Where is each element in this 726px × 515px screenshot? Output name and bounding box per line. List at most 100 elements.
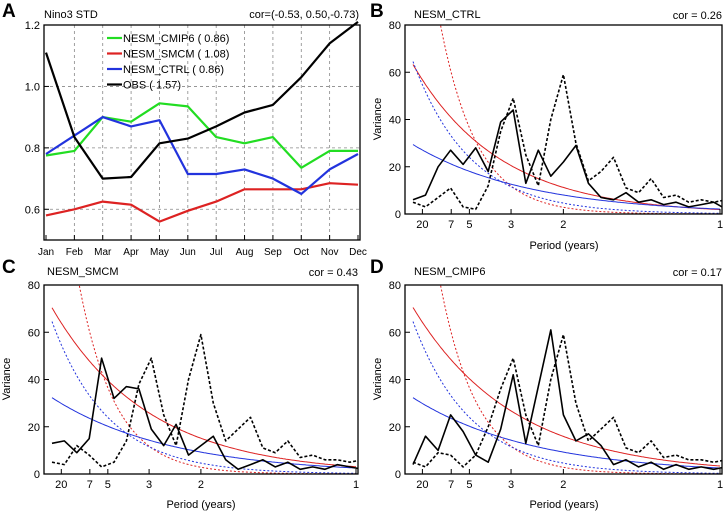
- panel-d-xtick-label: 2: [560, 479, 566, 491]
- panel-c-xtick-label: 20: [55, 479, 67, 491]
- panel-d-letter: D: [370, 257, 384, 278]
- panel-a-series-nesm-ctrl: [45, 115, 359, 195]
- panel-c-model-spectrum: [51, 357, 358, 471]
- panel-b-xtick-label: 2: [560, 219, 566, 231]
- panel-d-ytick-label: 60: [389, 327, 401, 339]
- panel-c-obs-spectrum: [51, 333, 358, 468]
- panel-d-model-spectrum: [412, 329, 722, 471]
- panel-a-legend-label: NESM_SMCM ( 1.08): [123, 49, 229, 61]
- panel-a-xtick-label: May: [150, 247, 169, 258]
- panel-b-xtick-label: 7: [448, 219, 454, 231]
- panel-a-ytick-label: 1.2: [25, 20, 40, 32]
- panel-c-ytick-label: 0: [34, 469, 40, 481]
- panel-a-series-nesm-cmip6: [45, 102, 358, 169]
- panel-d-ylabel: Variance: [372, 358, 384, 401]
- panel-c-ylabel: Variance: [1, 358, 13, 401]
- panel-a: A Nino3 STD cor=(-0.53, 0.50,-0.73) 0.6 0…: [2, 1, 367, 258]
- panel-c-xtick-label: 2: [198, 479, 204, 491]
- panel-a-ytick-label: 1.0: [25, 81, 40, 93]
- panel-c-ytick-label: 80: [28, 280, 40, 292]
- panel-b-ylabel: Variance: [372, 98, 384, 141]
- panel-a-xtick-label: Aug: [236, 247, 254, 258]
- panel-c-xlabel: Period (years): [166, 499, 235, 511]
- panel-a-legend-label: NESM_CTRL ( 0.86): [123, 64, 224, 76]
- panel-d-ytick-label: 80: [389, 280, 401, 292]
- panel-c-xtick-label: 1: [353, 479, 359, 491]
- panel-c-ytick-label: 40: [28, 375, 40, 387]
- panel-d-annotation: cor = 0.17: [673, 267, 722, 279]
- panel-a-xtick-label: Apr: [123, 247, 139, 258]
- panel-b-model-spectrum: [412, 109, 722, 208]
- panel-a-xtick-label: Oct: [293, 247, 309, 258]
- panel-d-xtick-label: 5: [466, 479, 472, 491]
- panel-a-xtick-label: Nov: [321, 247, 339, 258]
- panel-c-annotation: cor = 0.43: [309, 267, 358, 279]
- panel-b-xtick-label: 3: [508, 219, 514, 231]
- panel-a-ytick-label: 0.8: [25, 143, 40, 155]
- panel-a-xtick-label: Jan: [38, 247, 54, 258]
- panel-d-ytick-label: 0: [395, 469, 401, 481]
- panel-b-title: NESM_CTRL: [414, 9, 481, 21]
- panel-a-ytick-label: 0.6: [25, 204, 40, 216]
- panel-b-ytick-label: 0: [395, 209, 401, 221]
- panel-c-xtick-label: 7: [87, 479, 93, 491]
- panel-a-xtick-label: Dec: [349, 247, 367, 258]
- panel-a-series-obs: [44, 21, 359, 180]
- panel-c-ytick-label: 20: [28, 422, 40, 434]
- panel-b-blue-fit-obs: [412, 61, 720, 214]
- panel-b-ytick-label: 80: [389, 20, 401, 32]
- panel-d-xtick-label: 1: [717, 479, 723, 491]
- panel-a-legend-label: NESM_CMIP6 ( 0.86): [123, 33, 229, 45]
- panel-b-blue-fit-model: [412, 144, 721, 210]
- panel-c-letter: C: [2, 257, 16, 278]
- panel-d-xtick-label: 7: [448, 479, 454, 491]
- panel-a-xtick-label: Feb: [66, 247, 84, 258]
- panel-a-legend: NESM_CMIP6 ( 0.86) NESM_SMCM ( 1.08) NESM_…: [107, 33, 229, 92]
- panel-a-xtick-label: Jun: [180, 247, 196, 258]
- panel-b-ytick-label: 40: [389, 115, 401, 127]
- panel-c-ytick-label: 60: [28, 327, 40, 339]
- panel-d-blue-fit-obs: [412, 321, 720, 474]
- panel-d-title: NESM_CMIP6: [414, 266, 486, 278]
- panel-a-xtick-label: Mar: [94, 247, 112, 258]
- panel-b-ytick-label: 20: [389, 162, 401, 174]
- panel-c-blue-fit-obs: [51, 321, 356, 474]
- panel-a-legend-label: OBS ( 1.57): [123, 80, 181, 92]
- panel-d-red-noise-obs: [439, 285, 720, 474]
- panel-a-xtick-label: Jul: [210, 247, 223, 258]
- panel-b-xtick-label: 1: [717, 219, 723, 231]
- panel-b-xlabel: Period (years): [529, 240, 598, 252]
- panel-d-frame: [404, 284, 723, 475]
- panel-d-xtick-label: 3: [508, 479, 514, 491]
- panel-a-frame: [43, 24, 361, 241]
- panel-a-series-nesm-smcm: [45, 182, 359, 223]
- panel-d-blue-fit-model: [412, 397, 720, 469]
- panel-b-red-noise-obs: [439, 25, 720, 214]
- panel-c-blue-fit-model: [51, 397, 356, 469]
- panel-c-plot-area: [51, 285, 358, 474]
- panel-d-ytick-label: 40: [389, 375, 401, 387]
- panel-a-xtick-label: Sep: [264, 247, 282, 258]
- panel-a-letter: A: [2, 1, 16, 22]
- panel-d-xlabel: Period (years): [529, 499, 598, 511]
- panel-d-red-noise-model: [412, 307, 721, 467]
- panel-d-xtick-label: 20: [416, 479, 428, 491]
- panel-b-red-noise-model: [412, 64, 721, 211]
- panel-b-xtick-label: 20: [416, 219, 428, 231]
- panel-c-red-noise-obs: [78, 285, 356, 474]
- panel-d: D NESM_CMIP6 cor = 0.17 0 20 40 60 80 20 7 5 3 2 1…: [370, 257, 723, 511]
- panel-d-plot-area: [412, 285, 722, 474]
- panel-a-annotation: cor=(-0.53, 0.50,-0.73): [249, 9, 359, 21]
- panel-d-obs-spectrum: [412, 333, 722, 468]
- panel-c-xtick-label: 3: [146, 479, 152, 491]
- panel-b-xtick-label: 5: [466, 219, 472, 231]
- panel-b-plot-area: [412, 25, 722, 214]
- panel-d-ytick-label: 20: [389, 422, 401, 434]
- panel-b-letter: B: [370, 1, 384, 22]
- panel-c-title: NESM_SMCM: [47, 266, 119, 278]
- panel-a-title: Nino3 STD: [44, 9, 98, 21]
- panel-c-xtick-label: 5: [105, 479, 111, 491]
